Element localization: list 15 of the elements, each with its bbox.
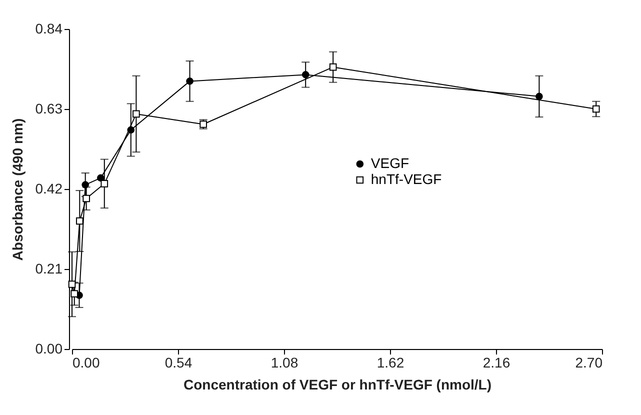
x-axis-title: Concentration of VEGF or hnTf-VEGF (nmol/L): [184, 376, 492, 392]
y-tick-label: 0.00: [35, 340, 63, 356]
x-tick-label: 0.54: [164, 354, 192, 370]
y-tick-label: 0.42: [35, 180, 63, 196]
x-tick-label: 2.16: [482, 354, 510, 370]
y-tick-label: 0.21: [35, 260, 63, 276]
x-tick-label: 2.70: [575, 354, 603, 370]
x-tick-label: 1.62: [376, 354, 404, 370]
legend-label: VEGF: [370, 155, 410, 171]
y-tick-label: 0.84: [35, 20, 63, 36]
legend-label: hnTf-VEGF: [370, 171, 442, 187]
x-tick-label: 1.08: [270, 354, 298, 370]
y-axis-title: Absorbance (490 nm): [9, 118, 26, 261]
y-tick-label: 0.63: [35, 100, 63, 116]
x-tick-label: 0.00: [72, 354, 100, 370]
